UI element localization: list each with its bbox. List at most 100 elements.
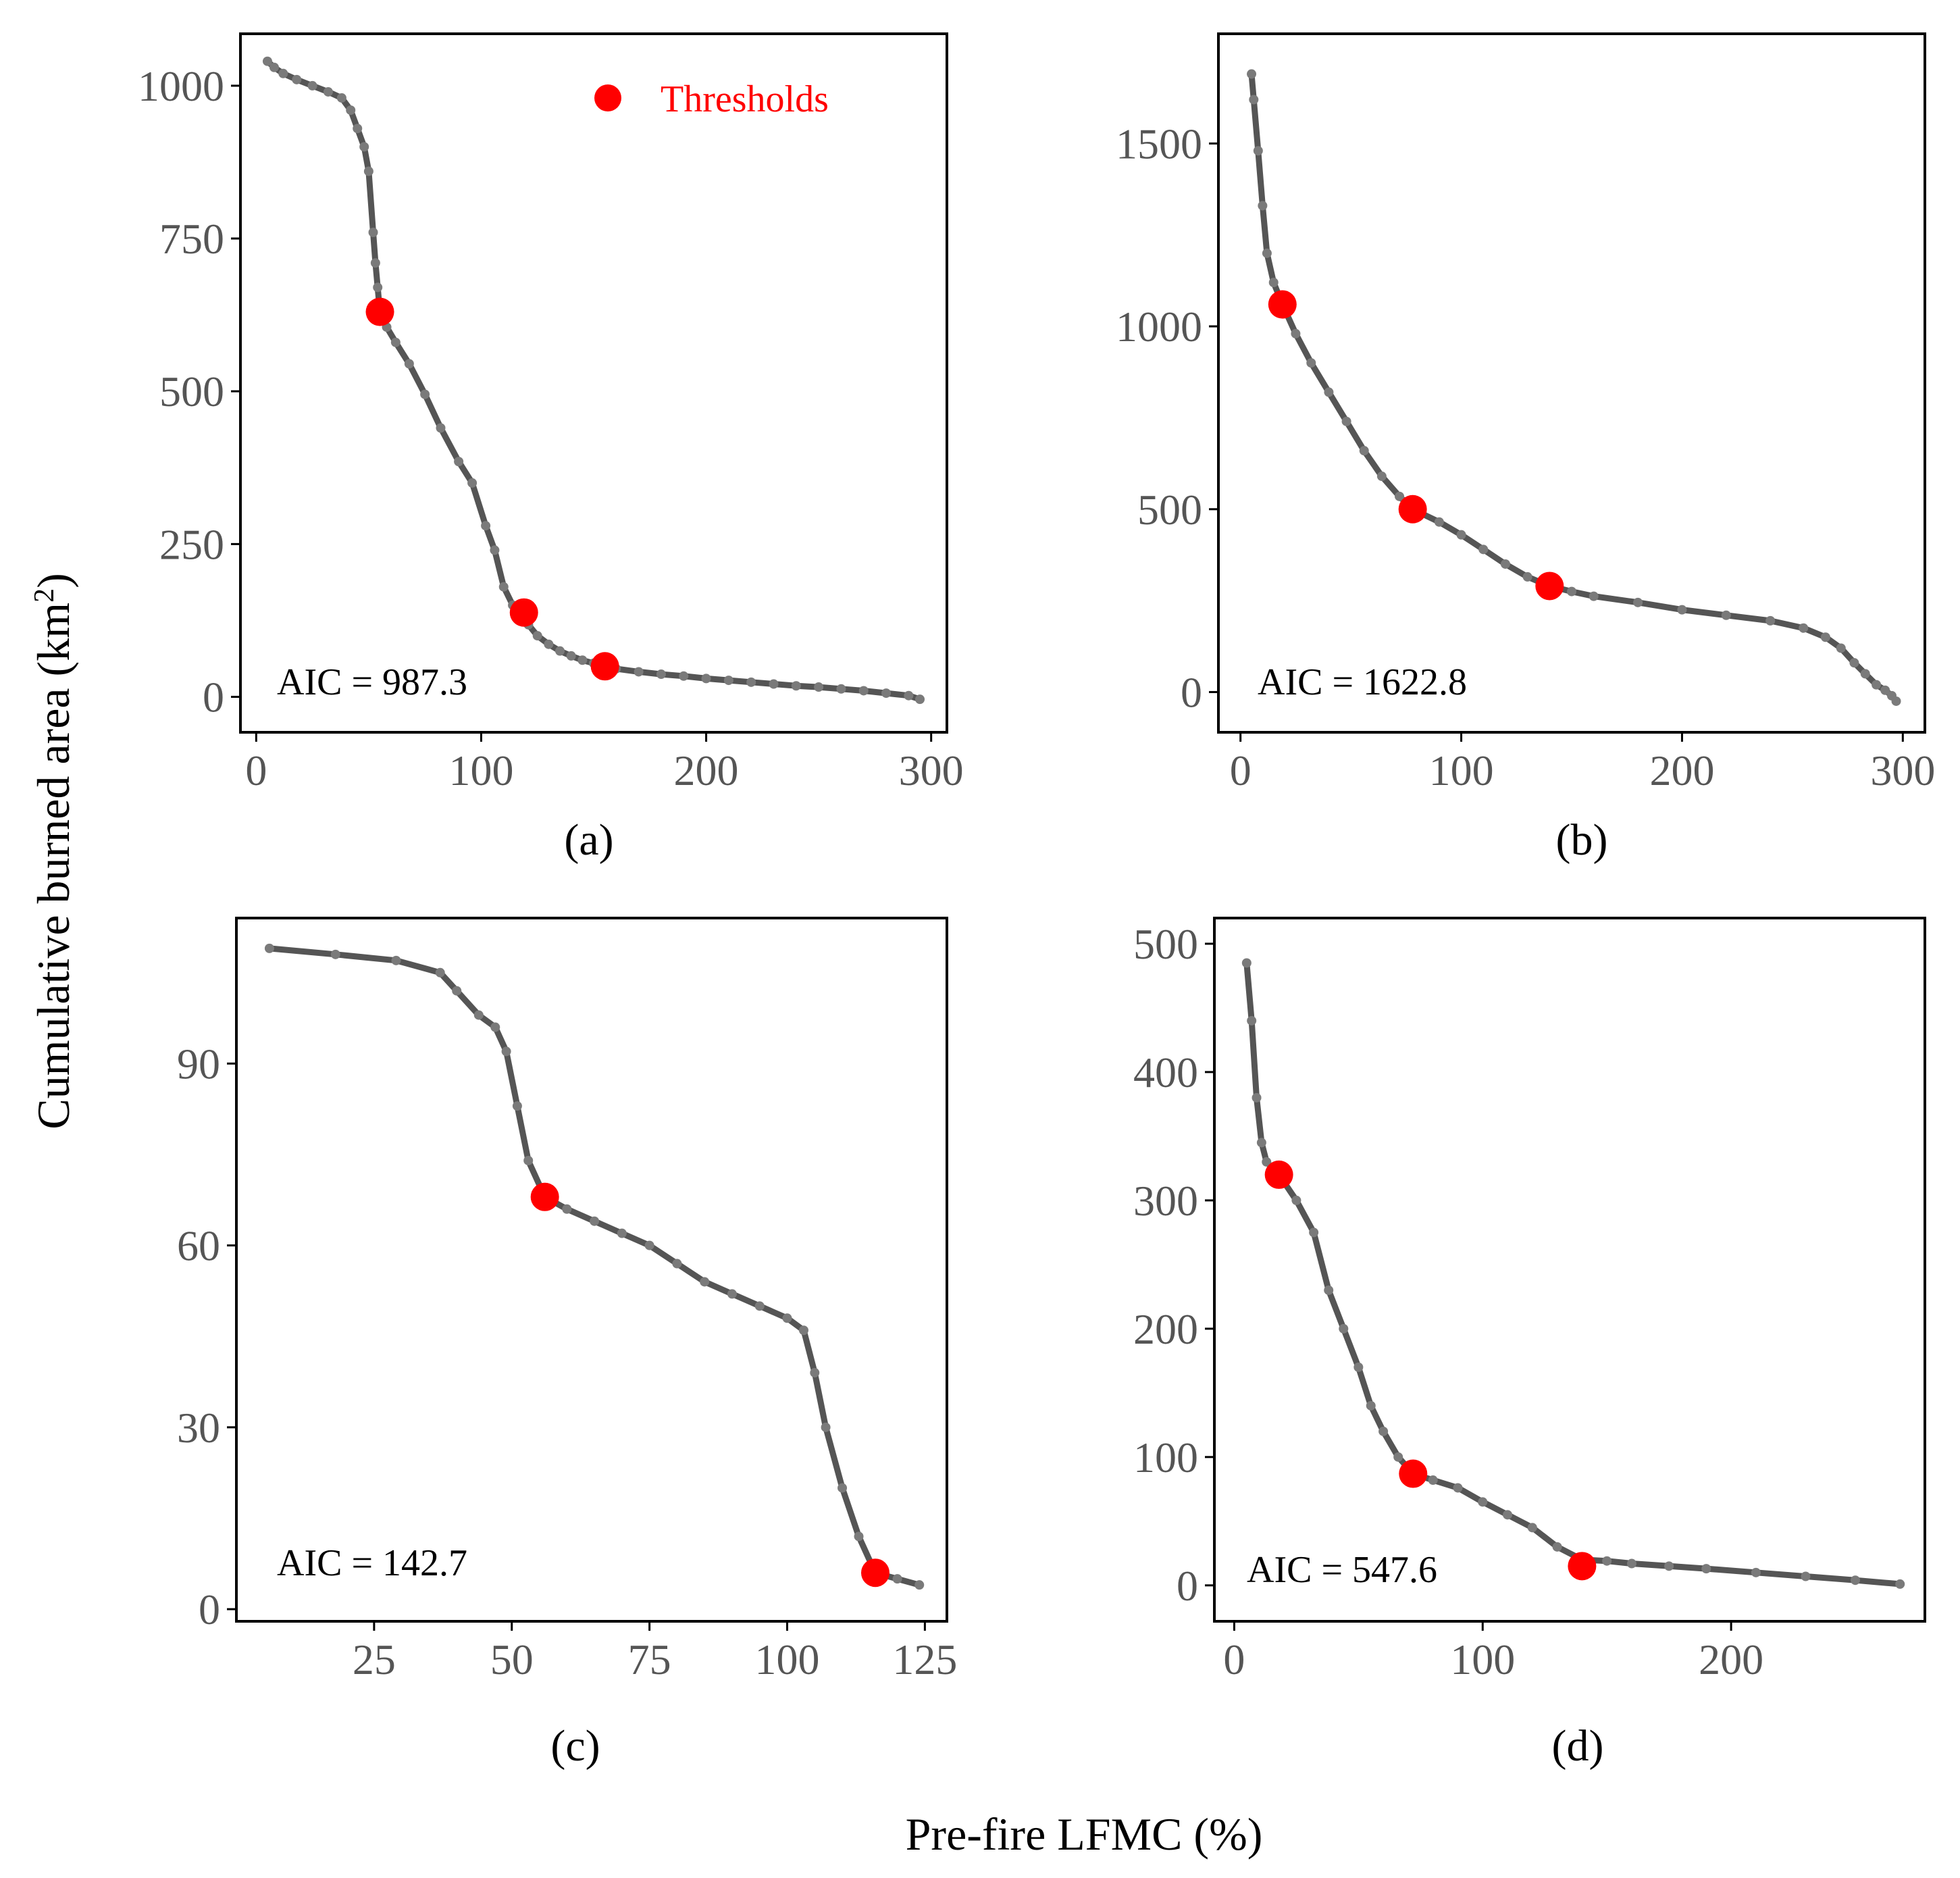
aic-annotation: AIC = 547.6 [1247,1549,1437,1591]
data-point [836,684,846,694]
series-line [266,945,923,1588]
data-point [1478,1497,1488,1507]
x-tick-label: 75 [628,1635,671,1683]
x-tick-label: 300 [1870,746,1935,794]
threshold-point [1568,1552,1597,1581]
data-point [746,677,756,687]
data-point [782,1313,792,1323]
data-point [590,1216,600,1226]
data-point [1341,416,1351,426]
x-tick-label: 0 [1223,1635,1245,1683]
data-point [1701,1564,1711,1574]
data-point [1880,685,1890,695]
data-point [701,674,711,684]
data-point [1567,586,1576,597]
data-point [1376,472,1387,482]
threshold-point [1268,290,1297,319]
data-point [1500,559,1510,569]
data-point [278,68,288,78]
data-point [498,582,509,592]
data-point [810,1368,820,1378]
y-tick-label: 30 [177,1404,220,1452]
panel-a: 0 100 200 300 0 250 500 750 1000 AIC = 987.3 (a) [138,32,964,865]
panel-b: 0 100 200 300 0 500 1000 1500 AIC = 1622.8 (b) [1116,32,1935,865]
x-tick-label: 0 [245,746,267,794]
plot-frame [1217,32,1926,734]
data-point [501,1046,511,1057]
data-point [490,545,500,555]
data-point [1633,597,1643,607]
y-tick-label: 300 [1133,1177,1198,1225]
data-point [264,943,274,953]
x-tick-label: 200 [1699,1635,1763,1683]
legend: Thresholds [594,78,829,120]
y-tick-label: 400 [1133,1048,1198,1096]
data-point [1626,1558,1636,1569]
threshold-point [1264,1160,1293,1189]
data-point [1602,1556,1612,1566]
data-point [523,1155,534,1165]
data-point [1253,146,1263,156]
aic-annotation: AIC = 142.7 [277,1542,467,1584]
data-point [336,93,346,103]
y-tick-label: 1000 [1116,303,1202,351]
data-point [368,228,378,238]
data-point [1309,1227,1319,1238]
data-point [814,682,824,692]
threshold-point [590,652,619,681]
plot-frame [239,32,948,734]
data-point [723,676,733,686]
data-point [1258,201,1268,211]
x-tick-label: 300 [899,746,964,794]
series-line [1243,960,1903,1588]
data-point [1324,1285,1334,1295]
data-point [915,694,925,705]
data-point [1249,95,1259,105]
data-point [769,679,779,689]
x-tick-label: 100 [755,1635,820,1683]
data-point [307,80,317,91]
data-point [512,1101,522,1111]
data-point [454,457,464,467]
plot-frame [235,917,948,1623]
data-point [854,1531,864,1542]
data-point [359,142,369,152]
data-point [1247,1015,1257,1025]
data-point [562,1204,572,1214]
y-tick-label: 250 [159,520,224,568]
data-point [1589,591,1599,601]
x-tick-label: 0 [1230,746,1252,794]
y-tick-label: 200 [1133,1305,1198,1353]
threshold-point [365,297,394,326]
data-point [791,681,801,691]
data-point [904,690,914,701]
panel-d: 0 100 200 0 100 200 300 400 500 AIC = 547.6 (d) [1133,917,1926,1771]
data-point [390,337,401,347]
panel-label: (b) [1556,815,1608,865]
data-point [656,669,666,680]
y-tick-label: 0 [1177,1562,1198,1610]
data-point [679,671,689,681]
data-point [914,1580,925,1590]
data-point [1849,658,1859,668]
data-point [363,166,373,176]
x-tick-label: 50 [490,1635,534,1683]
data-point [1836,643,1846,653]
x-tick-label: 200 [1649,746,1714,794]
data-point [452,986,462,996]
panel-c: 25 50 75 100 125 0 30 60 90 AIC = 142.7 (c) [177,917,957,1771]
data-point [837,1483,848,1493]
data-point [700,1277,710,1287]
x-tick-label: 25 [353,1635,396,1683]
data-point [1262,1157,1272,1167]
data-point [490,1022,500,1032]
y-tick-label: 100 [1133,1433,1198,1481]
data-point [672,1259,682,1269]
data-point [1268,278,1279,288]
y-tick-label: 90 [177,1040,220,1088]
data-point [1359,446,1369,456]
threshold-point [530,1182,559,1211]
data-point [1872,680,1882,690]
data-point [262,56,272,66]
